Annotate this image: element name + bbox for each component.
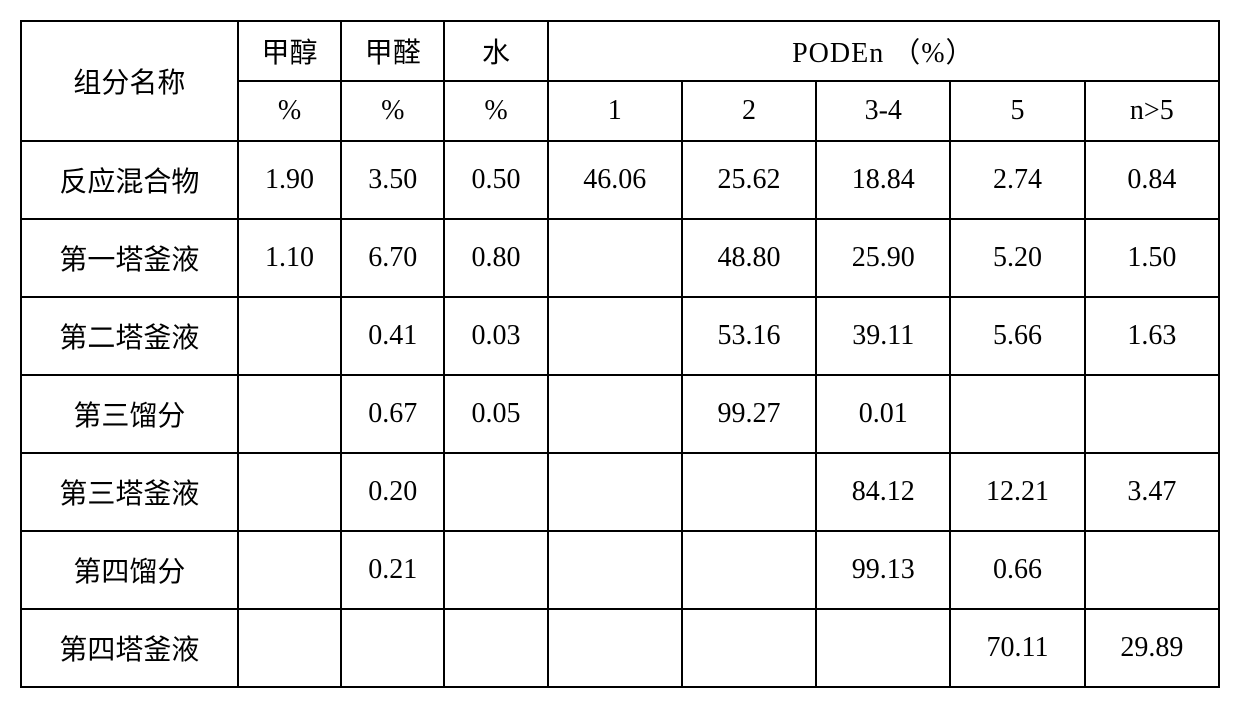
cell-name: 第四馏分 [21,531,238,609]
cell-value: 0.41 [341,297,444,375]
cell-value: 18.84 [816,141,950,219]
cell-value: 1.63 [1085,297,1219,375]
header-water-bot: % [444,81,547,141]
header-water-top: 水 [444,21,547,81]
cell-value [1085,375,1219,453]
cell-name: 第一塔釜液 [21,219,238,297]
cell-name: 反应混合物 [21,141,238,219]
cell-value: 0.67 [341,375,444,453]
cell-value: 99.13 [816,531,950,609]
cell-value [548,531,682,609]
cell-value: 5.20 [950,219,1084,297]
cell-value [682,453,816,531]
cell-value [548,219,682,297]
cell-value: 0.20 [341,453,444,531]
table-row: 第四塔釜液 70.11 29.89 [21,609,1219,687]
header-name: 组分名称 [21,21,238,141]
cell-value: 0.21 [341,531,444,609]
cell-name: 第三馏分 [21,375,238,453]
header-formaldehyde-bot: % [341,81,444,141]
cell-value: 3.50 [341,141,444,219]
cell-value: 0.66 [950,531,1084,609]
table-row: 第三塔釜液 0.20 84.12 12.21 3.47 [21,453,1219,531]
table-row: 第一塔釜液 1.10 6.70 0.80 48.80 25.90 5.20 1.… [21,219,1219,297]
header-pod-1: 1 [548,81,682,141]
cell-value [238,297,341,375]
cell-value [444,609,547,687]
cell-value: 0.01 [816,375,950,453]
table-row: 第三馏分 0.67 0.05 99.27 0.01 [21,375,1219,453]
table-row: 第二塔釜液 0.41 0.03 53.16 39.11 5.66 1.63 [21,297,1219,375]
cell-value: 99.27 [682,375,816,453]
header-methanol-top: 甲醇 [238,21,341,81]
cell-value: 5.66 [950,297,1084,375]
cell-value: 53.16 [682,297,816,375]
cell-name: 第三塔釜液 [21,453,238,531]
cell-value [238,531,341,609]
cell-value [816,609,950,687]
cell-value: 70.11 [950,609,1084,687]
cell-value: 1.90 [238,141,341,219]
table-row: 第四馏分 0.21 99.13 0.66 [21,531,1219,609]
cell-value: 0.03 [444,297,547,375]
cell-name: 第二塔釜液 [21,297,238,375]
header-methanol-bot: % [238,81,341,141]
cell-value: 1.50 [1085,219,1219,297]
cell-value [341,609,444,687]
cell-value [548,609,682,687]
cell-value [950,375,1084,453]
cell-value: 25.62 [682,141,816,219]
cell-value: 0.84 [1085,141,1219,219]
composition-table: 组分名称 甲醇 甲醛 水 PODEn （%） % % % 1 2 3-4 5 n… [20,20,1220,688]
cell-value: 6.70 [341,219,444,297]
cell-value [682,531,816,609]
table-row: 反应混合物 1.90 3.50 0.50 46.06 25.62 18.84 2… [21,141,1219,219]
header-pod-5: n>5 [1085,81,1219,141]
cell-value: 0.80 [444,219,547,297]
cell-value: 0.05 [444,375,547,453]
cell-value [682,609,816,687]
cell-value: 12.21 [950,453,1084,531]
cell-value [548,453,682,531]
cell-value [444,531,547,609]
cell-value: 2.74 [950,141,1084,219]
header-row-1: 组分名称 甲醇 甲醛 水 PODEn （%） [21,21,1219,81]
header-pod-2: 2 [682,81,816,141]
header-formaldehyde-top: 甲醛 [341,21,444,81]
cell-value [238,453,341,531]
cell-value [238,609,341,687]
cell-value: 48.80 [682,219,816,297]
cell-value: 25.90 [816,219,950,297]
cell-value [548,297,682,375]
cell-value [444,453,547,531]
cell-name: 第四塔釜液 [21,609,238,687]
table-body: 反应混合物 1.90 3.50 0.50 46.06 25.62 18.84 2… [21,141,1219,687]
header-pod-3: 3-4 [816,81,950,141]
cell-value [548,375,682,453]
cell-value: 46.06 [548,141,682,219]
cell-value [1085,531,1219,609]
cell-value: 29.89 [1085,609,1219,687]
header-pod-4: 5 [950,81,1084,141]
header-poden: PODEn （%） [548,21,1219,81]
cell-value: 0.50 [444,141,547,219]
cell-value: 39.11 [816,297,950,375]
cell-value: 1.10 [238,219,341,297]
cell-value: 84.12 [816,453,950,531]
cell-value: 3.47 [1085,453,1219,531]
cell-value [238,375,341,453]
